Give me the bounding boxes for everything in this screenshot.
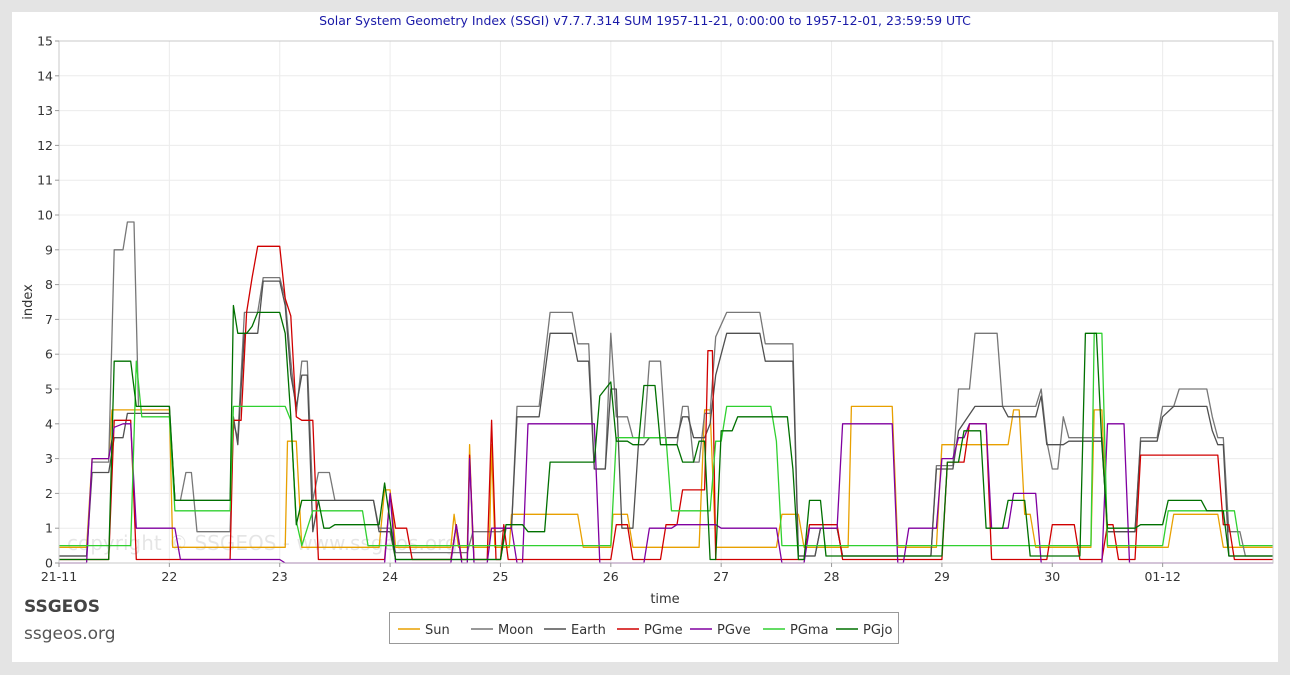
y-tick-label: 15 [37, 34, 53, 49]
legend-label-pgma: PGma [790, 623, 829, 638]
brand-name: SSGEOS [24, 597, 100, 617]
y-tick-label: 6 [45, 347, 53, 362]
series-line-sun [59, 405, 1273, 548]
x-axis-label: time [650, 592, 679, 607]
chart-svg: Solar System Geometry Index (SSGI) v7.7.… [21, 13, 1274, 607]
y-tick-label: 3 [45, 451, 53, 466]
y-tick-label: 4 [45, 416, 53, 431]
series-line-pgme [59, 245, 1273, 561]
y-tick-label: 2 [45, 486, 53, 501]
x-tick-label: 21-11 [41, 569, 77, 584]
x-tick-label: 27 [713, 569, 729, 584]
x-tick-label: 25 [493, 569, 509, 584]
x-tick-label: 01-12 [1144, 569, 1180, 584]
legend-svg: Sun Moon Earth PGme PGve PGma PGjo [398, 623, 893, 638]
x-tick-label: 29 [934, 569, 950, 584]
x-tick-label: 23 [272, 569, 288, 584]
chart-title: Solar System Geometry Index (SSGI) v7.7.… [319, 13, 971, 28]
y-tick-label: 5 [45, 382, 53, 397]
plot-border [58, 40, 1274, 564]
y-tick-label: 12 [37, 138, 53, 153]
grid-layer [58, 40, 1273, 564]
x-tick-label: 28 [824, 569, 840, 584]
y-tick-label: 8 [45, 277, 53, 292]
legend-label-pgve: PGve [717, 623, 751, 638]
y-tick-label: 7 [45, 312, 53, 327]
series-line-earth [59, 280, 1273, 561]
x-tick-label: 24 [382, 569, 398, 584]
series-layer [59, 221, 1273, 564]
series-line-pgjo [59, 304, 1273, 561]
legend-label-pgjo: PGjo [863, 623, 893, 638]
y-tick-label: 13 [37, 103, 53, 118]
y-tick-label: 14 [37, 68, 53, 83]
watermark: copyright © SSGEOS - www.ssgeos.org [67, 531, 458, 555]
y-tick-label: 0 [45, 556, 53, 571]
legend: Sun Moon Earth PGme PGve PGma PGjo [389, 612, 899, 644]
y-tick-label: 9 [45, 242, 53, 257]
y-tick-label: 1 [45, 521, 53, 536]
legend-label-earth: Earth [571, 623, 606, 638]
brand-site: ssgeos.org [24, 624, 116, 644]
y-axis-label: index [21, 284, 36, 320]
legend-label-sun: Sun [425, 623, 450, 638]
x-tick-label: 22 [161, 569, 177, 584]
chart-frame: Solar System Geometry Index (SSGI) v7.7.… [12, 12, 1278, 662]
x-tick-label: 30 [1044, 569, 1060, 584]
x-tick-label: 26 [603, 569, 619, 584]
legend-label-pgme: PGme [644, 623, 683, 638]
legend-label-moon: Moon [498, 623, 533, 638]
y-tick-label: 11 [37, 173, 53, 188]
y-tick-label: 10 [37, 208, 53, 223]
